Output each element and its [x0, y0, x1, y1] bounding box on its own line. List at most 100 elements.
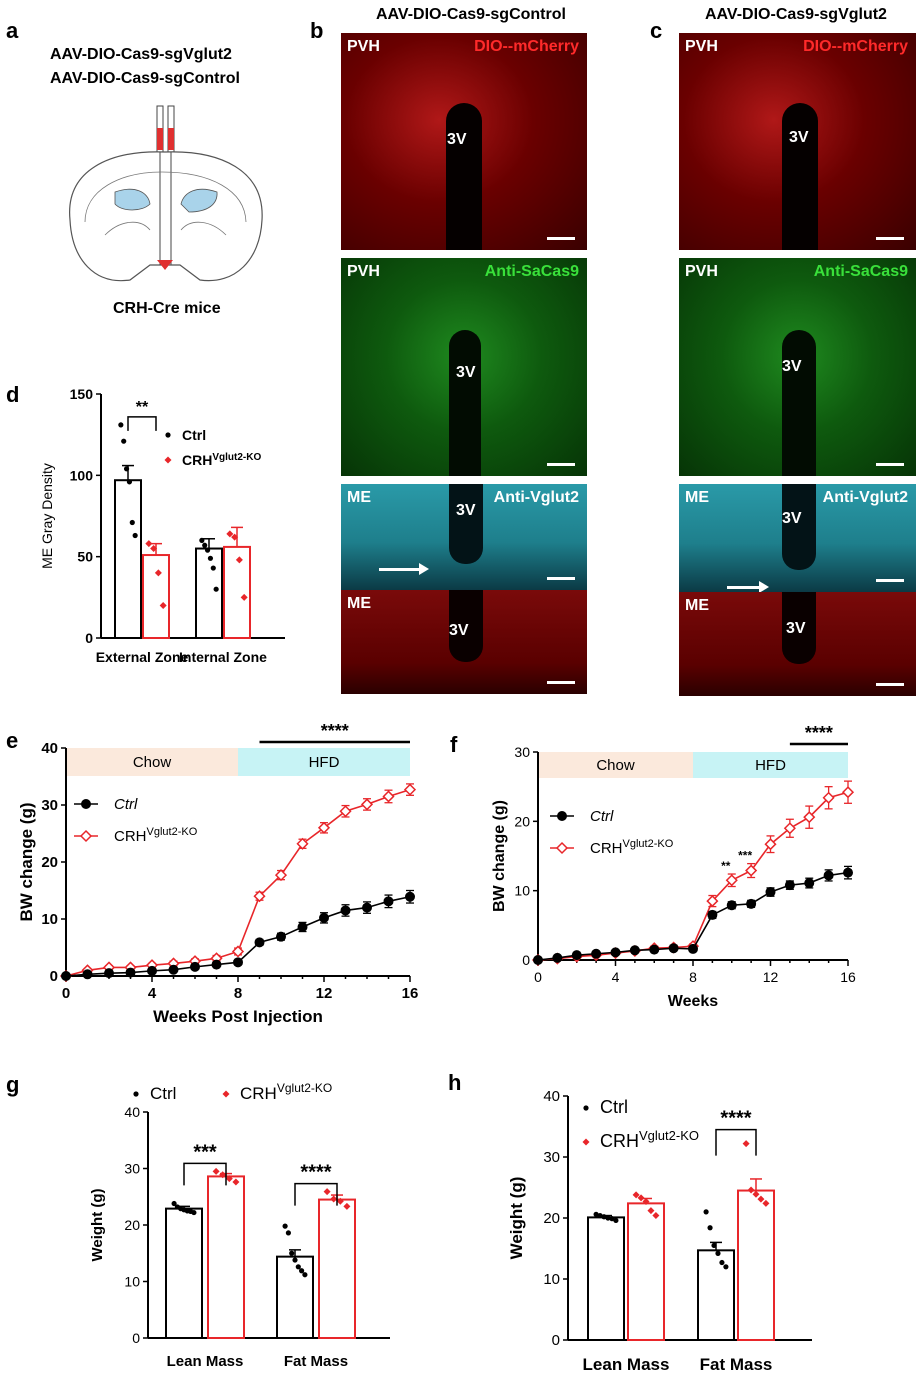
region-label: PVH: [685, 263, 718, 280]
micrograph-c-vglut2: ME Anti-Vglut2 3V: [679, 484, 916, 592]
stain-label: DIO--mCherry: [803, 38, 908, 55]
stain-label: Anti-Vglut2: [822, 489, 908, 506]
y-tick-label: 10: [41, 911, 58, 928]
legend-marker-ctrl: [583, 1105, 589, 1111]
y-tick-label: 10: [514, 883, 530, 899]
data-point-ctrl: [211, 959, 222, 970]
micrograph-b-vglut2: ME Anti-Vglut2 3V: [341, 484, 587, 590]
micrograph-c-me-red: ME 3V: [679, 592, 916, 696]
data-point-ko: [632, 1191, 640, 1199]
data-point-ko: [150, 545, 158, 553]
region-label: ME: [685, 597, 709, 614]
data-point-ctrl: [707, 1225, 713, 1231]
scale-bar: [547, 577, 575, 580]
data-point-ctrl: [199, 537, 205, 543]
region-label: ME: [347, 595, 371, 612]
ventricle-label: 3V: [456, 364, 476, 381]
data-point-ko: [360, 798, 374, 811]
ventricle-label: 3V: [786, 620, 806, 637]
data-point-ko: [822, 791, 835, 804]
data-point-ko: [159, 601, 167, 609]
scale-bar: [876, 237, 904, 240]
significance-stars: ***: [738, 849, 752, 863]
chart-e: Chow HFD **** 0 10 20 30 40 0 4 8 12 16 Weeks Post In…: [17, 721, 418, 1026]
data-point-ctrl: [147, 965, 157, 976]
data-point-ctrl: [207, 555, 214, 561]
arrowhead-icon: [419, 563, 429, 575]
legend-marker-ko: [582, 1138, 590, 1146]
panel-letter-g: g: [6, 1072, 20, 1097]
x-tick-label: 4: [612, 969, 620, 985]
band-label: Chow: [133, 754, 172, 771]
data-point-ko: [330, 1195, 338, 1203]
category-label: Internal Zone: [179, 649, 267, 665]
ventricle-label: 3V: [789, 129, 809, 146]
data-point-ctrl: [668, 943, 679, 954]
bar-ko: [627, 1202, 665, 1341]
x-tick-label: 12: [316, 985, 333, 1002]
data-point-ctrl: [707, 909, 718, 920]
data-point-ctrl: [82, 969, 93, 980]
arrowhead-icon: [759, 581, 769, 592]
data-point-ctrl: [104, 968, 114, 979]
data-point-ctrl: [629, 945, 640, 956]
data-point-ctrl: [285, 1230, 291, 1236]
category-label: Lean Mass: [167, 1353, 244, 1370]
data-point-ctrl: [302, 1272, 308, 1278]
y-tick-label: 20: [124, 1217, 140, 1233]
data-point-ko: [339, 805, 352, 818]
data-point-ko: [706, 895, 719, 908]
data-point-ctrl: [601, 1214, 607, 1220]
data-point-ko: [336, 1197, 344, 1205]
data-point-ctrl: [289, 1250, 295, 1256]
data-point-ko: [219, 1171, 227, 1179]
data-point-ctrl: [765, 887, 776, 898]
chart-h: 0 10 20 30 40 Weight (g) Lean Mass Fat Mass ****…: [507, 1088, 812, 1374]
ventricle-label: 3V: [456, 502, 476, 519]
y-tick-label: 150: [70, 386, 94, 402]
data-point-ctrl: [171, 1200, 177, 1207]
data-point-ctrl: [593, 1211, 599, 1217]
significance-stars: ****: [300, 1162, 331, 1184]
y-tick-label: 30: [124, 1161, 140, 1177]
x-tick-label: 12: [763, 969, 779, 985]
bar-ko: [223, 545, 251, 639]
data-point-ctrl: [719, 1259, 725, 1266]
brain-injection-diagram: [69, 105, 263, 282]
band-chow: [66, 748, 238, 776]
category-label: Fat Mass: [700, 1355, 773, 1374]
data-point-ko: [762, 1199, 770, 1207]
category-label: Lean Mass: [583, 1355, 670, 1374]
data-point-ctrl: [340, 905, 351, 916]
significance-bracket: [183, 1162, 227, 1186]
ventricle-label: 3V: [782, 358, 802, 375]
band-hfd: [693, 752, 848, 778]
data-point-ko: [647, 1207, 655, 1215]
ventricle-label: 3V: [449, 622, 469, 639]
panel-letter-f: f: [450, 732, 458, 757]
data-point-ctrl: [204, 547, 211, 553]
y-tick-label: 20: [514, 813, 530, 829]
data-point-ctrl: [571, 950, 582, 961]
data-point-ko: [642, 1198, 650, 1206]
legend-label-ctrl: Ctrl: [150, 1084, 176, 1103]
category-label: External Zone: [96, 649, 189, 665]
bar-ctrl: [587, 1216, 625, 1341]
significance-stars: **: [721, 859, 731, 873]
data-point-ctrl: [254, 937, 265, 948]
y-axis-label: BW change (g): [17, 803, 36, 922]
bar-ctrl: [697, 1249, 735, 1341]
scale-bar: [547, 463, 575, 466]
micrograph-b-mcherry: PVH DIO--mCherry 3V: [341, 33, 587, 250]
panel-letter-b: b: [310, 18, 324, 43]
region-label: PVH: [347, 38, 380, 55]
data-point-ko: [226, 530, 234, 538]
y-tick-label: 20: [41, 854, 58, 871]
data-point-ko: [225, 1175, 233, 1183]
scale-bar: [547, 681, 575, 684]
y-tick-label: 30: [514, 744, 530, 760]
bar-ctrl: [114, 479, 142, 639]
data-point-ctrl: [121, 438, 127, 444]
band-hfd: [238, 748, 410, 776]
